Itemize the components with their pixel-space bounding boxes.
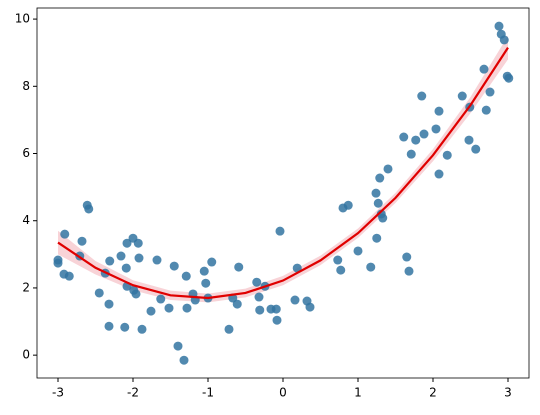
point bbox=[305, 302, 315, 312]
point bbox=[434, 169, 444, 179]
point bbox=[169, 261, 179, 271]
point bbox=[442, 150, 452, 160]
point bbox=[255, 305, 265, 315]
point bbox=[181, 271, 191, 281]
point bbox=[485, 87, 495, 97]
point bbox=[234, 262, 244, 272]
point bbox=[84, 204, 94, 214]
point bbox=[417, 91, 427, 101]
y-tick-label: 2 bbox=[22, 280, 30, 294]
point bbox=[494, 21, 504, 31]
point bbox=[94, 288, 104, 298]
x-tick-label: -2 bbox=[127, 386, 139, 400]
point bbox=[104, 321, 114, 331]
point bbox=[353, 246, 363, 256]
point bbox=[224, 324, 234, 334]
point bbox=[77, 236, 87, 246]
point bbox=[343, 200, 353, 210]
x-tick-label: -1 bbox=[202, 386, 214, 400]
y-tick-label: 6 bbox=[22, 146, 30, 160]
point bbox=[179, 355, 189, 365]
point bbox=[419, 129, 429, 139]
point bbox=[333, 255, 343, 265]
point bbox=[152, 255, 162, 265]
point bbox=[479, 64, 489, 74]
point bbox=[121, 263, 131, 273]
point bbox=[254, 292, 264, 302]
point bbox=[292, 263, 302, 273]
point bbox=[457, 91, 467, 101]
point bbox=[464, 135, 474, 145]
y-tick-label: 10 bbox=[15, 12, 30, 26]
point bbox=[173, 341, 183, 351]
point bbox=[64, 271, 74, 281]
point bbox=[232, 299, 242, 309]
point bbox=[290, 295, 300, 305]
point bbox=[336, 265, 346, 275]
point bbox=[134, 253, 144, 263]
point bbox=[164, 303, 174, 313]
point bbox=[431, 124, 441, 134]
point bbox=[201, 278, 211, 288]
point bbox=[411, 135, 421, 145]
confidence-band bbox=[58, 35, 508, 303]
point bbox=[402, 252, 412, 262]
point bbox=[271, 304, 281, 314]
point bbox=[481, 105, 491, 115]
x-tick-label: 1 bbox=[354, 386, 362, 400]
point bbox=[182, 303, 192, 313]
point bbox=[375, 173, 385, 183]
point bbox=[122, 238, 132, 248]
point bbox=[383, 164, 393, 174]
point bbox=[471, 144, 481, 154]
point bbox=[371, 188, 381, 198]
point bbox=[105, 256, 115, 266]
point bbox=[272, 315, 282, 325]
point bbox=[104, 299, 114, 309]
y-tick-label: 8 bbox=[22, 79, 30, 93]
point bbox=[504, 73, 514, 83]
point bbox=[252, 277, 262, 287]
point bbox=[207, 257, 217, 267]
x-tick-label: 0 bbox=[279, 386, 287, 400]
point bbox=[378, 213, 388, 223]
point bbox=[120, 322, 130, 332]
point bbox=[499, 35, 509, 45]
point bbox=[372, 233, 382, 243]
y-tick-label: 4 bbox=[22, 213, 30, 227]
point bbox=[373, 198, 383, 208]
point bbox=[399, 132, 409, 142]
x-tick-label: -3 bbox=[52, 386, 64, 400]
point bbox=[53, 258, 63, 268]
point bbox=[156, 294, 166, 304]
point bbox=[146, 306, 156, 316]
point bbox=[116, 251, 126, 261]
point bbox=[366, 262, 376, 272]
point bbox=[406, 149, 416, 159]
point bbox=[434, 106, 444, 116]
x-tick-label: 3 bbox=[504, 386, 512, 400]
x-tick-label: 2 bbox=[429, 386, 437, 400]
point bbox=[275, 226, 285, 236]
point bbox=[131, 289, 141, 299]
y-tick-label: 0 bbox=[22, 348, 30, 362]
point bbox=[404, 266, 414, 276]
point bbox=[133, 238, 143, 248]
point bbox=[60, 229, 70, 239]
point bbox=[137, 324, 147, 334]
fit-line bbox=[57, 47, 509, 300]
point bbox=[199, 266, 209, 276]
